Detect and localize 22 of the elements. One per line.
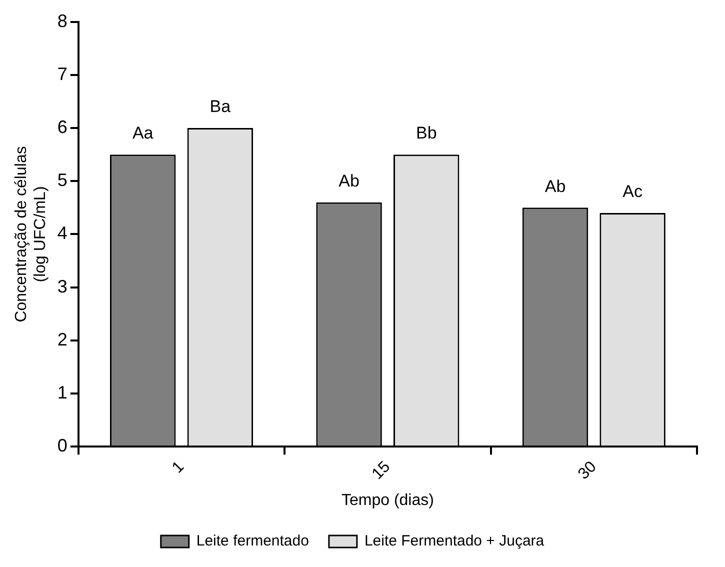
annotation: Ba (210, 97, 232, 116)
y-tick-label: 7 (57, 64, 68, 84)
x-tick-label: 1 (169, 458, 188, 477)
annotation: Ab (544, 176, 566, 196)
legend-label: Leite fermentado (196, 532, 309, 550)
x-axis-title: Tempo (dias) (341, 492, 434, 509)
y-tick-label: 0 (57, 436, 68, 456)
y-tick-label: 1 (57, 382, 68, 403)
y-tick-label: 2 (57, 329, 68, 350)
y-tick-label: 6 (57, 116, 68, 137)
y-tick-label: 8 (57, 10, 68, 31)
x-tick-label: 30 (575, 458, 600, 483)
y-tick-label: 3 (57, 276, 68, 296)
y-tick-label: 4 (57, 223, 68, 244)
x-tick-label: 15 (369, 458, 394, 483)
legend-label: Leite Fermentado + Juçara (364, 532, 545, 550)
annotation: Bb (416, 124, 437, 143)
annotation: Ac (622, 182, 643, 202)
y-tick-label: 5 (57, 170, 68, 190)
annotation: Aa (132, 124, 154, 143)
annotation: Ab (338, 172, 360, 191)
y-axis-title: Concentração de células (log UFC/mL) (13, 146, 50, 322)
